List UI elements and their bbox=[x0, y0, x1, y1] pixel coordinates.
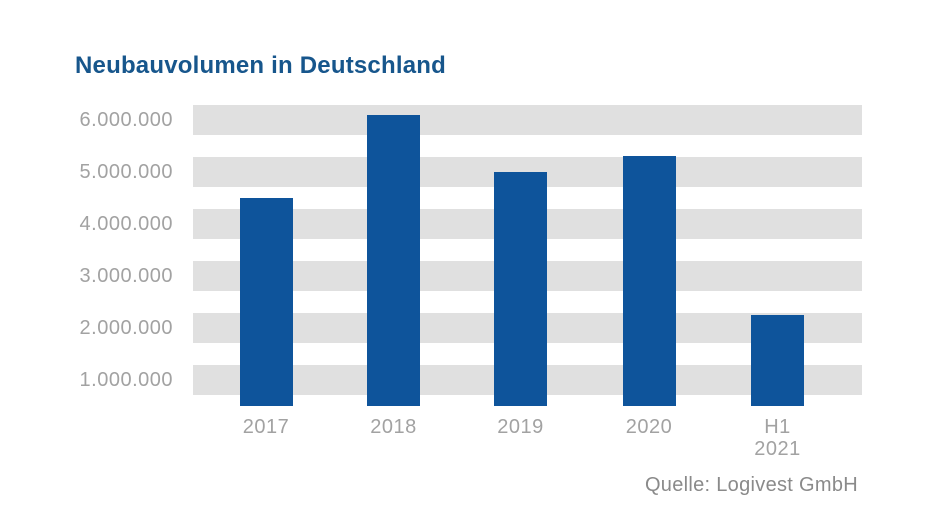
y-axis-label: 3.000.000 bbox=[79, 265, 173, 287]
grid-band bbox=[193, 105, 862, 135]
x-axis-label: H1 2021 bbox=[754, 416, 801, 460]
chart-title: Neubauvolumen in Deutschland bbox=[75, 52, 446, 79]
y-axis-label: 6.000.000 bbox=[79, 109, 173, 131]
y-axis-label: 1.000.000 bbox=[79, 369, 173, 391]
source-note: Quelle: Logivest GmbH bbox=[644, 474, 858, 496]
x-axis-label: 2019 bbox=[497, 416, 544, 438]
bar bbox=[239, 198, 293, 406]
x-axis-label: 2017 bbox=[242, 416, 290, 438]
y-axis-label: 5.000.000 bbox=[79, 161, 173, 183]
x-axis-label: 2020 bbox=[625, 416, 673, 438]
bar bbox=[751, 315, 804, 406]
y-axis-label: 2.000.000 bbox=[79, 317, 173, 339]
y-axis-label: 4.000.000 bbox=[79, 213, 173, 235]
bar bbox=[367, 114, 420, 406]
x-axis-label: 2018 bbox=[370, 416, 417, 438]
bar bbox=[494, 172, 547, 406]
bar bbox=[622, 156, 676, 406]
